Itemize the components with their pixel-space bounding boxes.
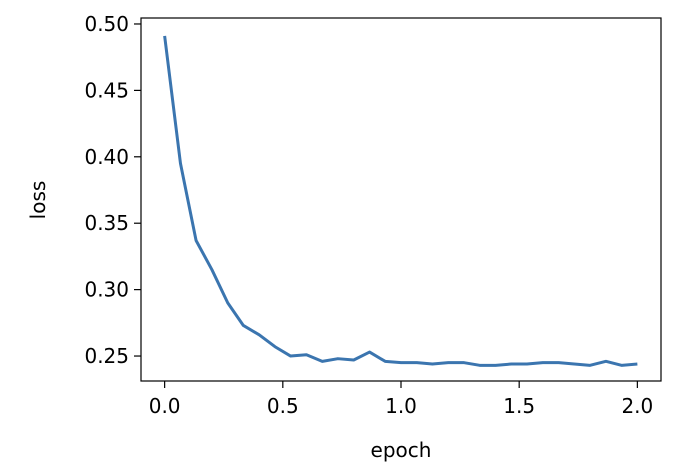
line [163, 35, 638, 367]
y-tick-label: 0.25 [84, 344, 129, 368]
x-tick-label: 1.0 [385, 394, 417, 418]
y-tick-label: 0.35 [84, 211, 129, 235]
y-tick-label: 0.40 [84, 145, 129, 169]
x-tick-label: 1.5 [503, 394, 535, 418]
plot-frame [140, 17, 662, 382]
y-axis-label: loss [26, 181, 50, 220]
y-tick-label: 0.50 [84, 12, 129, 36]
y-tick-label: 0.30 [84, 278, 129, 302]
x-tick-label: 0.5 [267, 394, 299, 418]
x-tick-label: 0.0 [149, 394, 181, 418]
x-tick-label: 2.0 [621, 394, 653, 418]
x-axis-label: epoch [371, 438, 432, 462]
y-tick-label: 0.45 [84, 78, 129, 102]
